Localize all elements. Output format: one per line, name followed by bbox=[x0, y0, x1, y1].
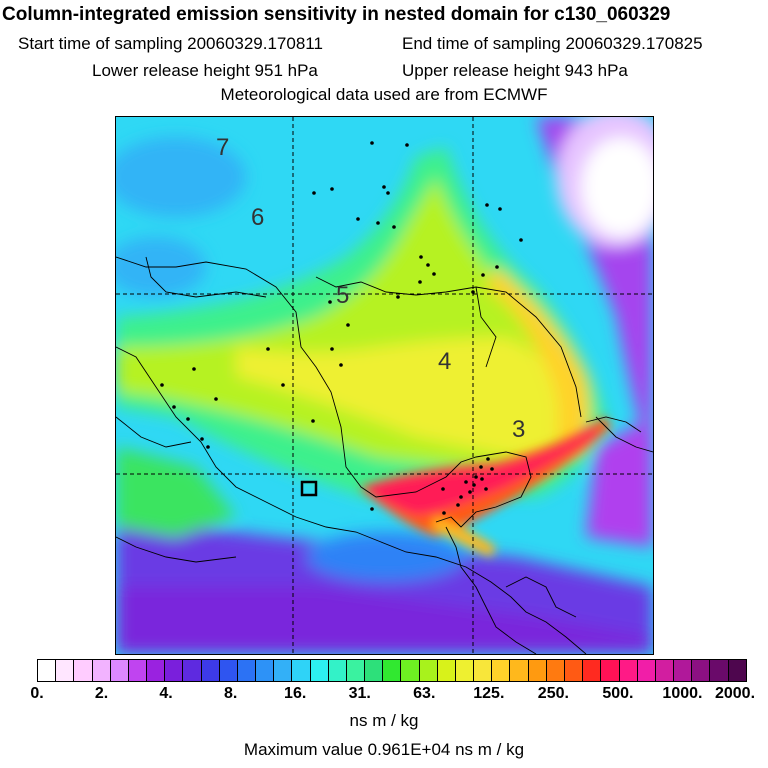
upper-release-label: Upper release height 943 hPa bbox=[402, 61, 628, 80]
end-time-label: End time of sampling 20060329.170825 bbox=[402, 34, 703, 53]
day-label-5: 5 bbox=[336, 282, 349, 309]
colorbar-tick-label: 16. bbox=[284, 685, 307, 702]
colorbar-tick-label: 8. bbox=[223, 685, 238, 702]
colorbar-tick-label: 4. bbox=[159, 685, 173, 702]
colorbar-units: ns m / kg bbox=[349, 711, 419, 730]
colorbar-segment bbox=[274, 660, 293, 681]
colorbar-segment bbox=[128, 660, 148, 681]
colorbar-segment bbox=[546, 660, 565, 681]
day-label-6: 6 bbox=[251, 204, 264, 231]
day-labels: 7 6 5 4 3 bbox=[216, 134, 525, 443]
colorbar-segment bbox=[437, 660, 456, 681]
colorbar-segment bbox=[401, 660, 420, 681]
start-time-label: Start time of sampling 20060329.170811 bbox=[18, 34, 323, 53]
colorbar-tick-label: 2000. bbox=[714, 685, 756, 702]
colorbar-segment bbox=[383, 660, 402, 681]
release-points bbox=[160, 141, 523, 515]
colorbar-segment bbox=[455, 660, 475, 681]
colorbar-segment bbox=[728, 660, 746, 681]
colorbar-segment bbox=[147, 660, 166, 681]
colorbar-segment bbox=[183, 660, 202, 681]
colorbar-segment bbox=[510, 660, 529, 681]
colorbar-segment bbox=[692, 660, 711, 681]
page-title: Column-integrated emission sensitivity i… bbox=[2, 4, 671, 25]
colorbar-segment bbox=[528, 660, 547, 681]
colorbar-segment bbox=[365, 660, 384, 681]
sensitivity-field bbox=[116, 117, 653, 654]
colorbar-segment bbox=[237, 660, 257, 681]
colorbar-segment bbox=[474, 660, 493, 681]
colorbar-segment bbox=[38, 660, 57, 681]
colorbar-segment bbox=[328, 660, 347, 681]
day-label-3: 3 bbox=[512, 416, 525, 443]
day-label-7: 7 bbox=[216, 134, 229, 161]
colorbar-segment bbox=[674, 660, 693, 681]
colorbar-segment bbox=[310, 660, 329, 681]
colorbar-segment bbox=[56, 660, 75, 681]
colorbar-segment bbox=[292, 660, 311, 681]
colorbar-segment bbox=[92, 660, 111, 681]
colorbar-tick-label: 31. bbox=[348, 685, 371, 702]
colorbar-segment bbox=[346, 660, 366, 681]
colorbar-segment bbox=[637, 660, 656, 681]
maximum-value-label: Maximum value 0.961E+04 ns m / kg bbox=[243, 740, 525, 759]
colorbar-segment bbox=[601, 660, 620, 681]
colorbar-tick-label: 250. bbox=[537, 685, 569, 702]
colorbar-segment bbox=[165, 660, 184, 681]
lat-lon-grid bbox=[116, 117, 653, 654]
colorbar-segment bbox=[710, 660, 729, 681]
met-data-label: Meteorological data used are from ECMWF bbox=[220, 85, 548, 104]
sensitivity-map: 7 6 5 4 3 bbox=[115, 116, 654, 655]
colorbar-segment bbox=[583, 660, 602, 681]
release-box bbox=[300, 480, 318, 497]
colorbar-tick-label: 500. bbox=[602, 685, 634, 702]
colorbar bbox=[37, 659, 747, 682]
colorbar-tick-label: 63. bbox=[413, 685, 436, 702]
lower-release-label: Lower release height 951 hPa bbox=[92, 61, 318, 80]
colorbar-segment bbox=[492, 660, 511, 681]
colorbar-tick-label: 2. bbox=[94, 685, 109, 702]
colorbar-segment bbox=[619, 660, 638, 681]
colorbar-segment bbox=[74, 660, 93, 681]
day-label-4: 4 bbox=[438, 348, 451, 375]
colorbar-segment bbox=[256, 660, 275, 681]
colorbar-segment bbox=[201, 660, 220, 681]
colorbar-segment bbox=[419, 660, 438, 681]
coastlines bbox=[116, 256, 653, 654]
colorbar-segment bbox=[219, 660, 238, 681]
colorbar-tick-label: 125. bbox=[473, 685, 505, 702]
high-sensitivity-core bbox=[361, 417, 611, 557]
colorbar-tick-label: 1000. bbox=[662, 685, 703, 702]
colorbar-segment bbox=[110, 660, 129, 681]
colorbar-segment bbox=[564, 660, 584, 681]
map-svg: 7 6 5 4 3 bbox=[116, 117, 653, 654]
colorbar-segment bbox=[655, 660, 675, 681]
colorbar-tick-label: 0. bbox=[30, 685, 44, 702]
